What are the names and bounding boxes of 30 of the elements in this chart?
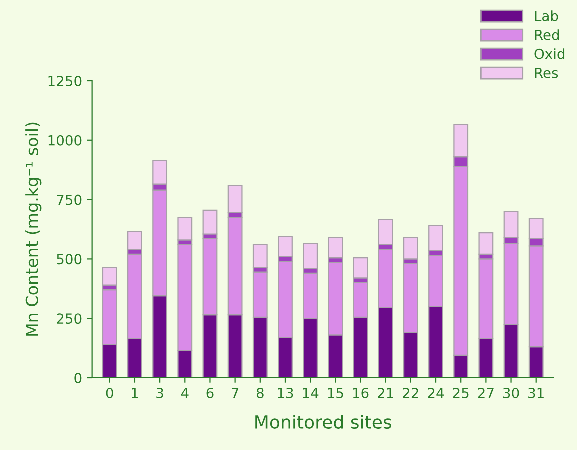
x-tick-label: 1 bbox=[132, 388, 138, 398]
x-tick-label: 7 bbox=[232, 388, 239, 398]
x-tick-label: 8 bbox=[256, 388, 264, 398]
x-axis-title: Monitored sites bbox=[256, 415, 392, 430]
x-tick-label: 30 bbox=[503, 388, 520, 398]
x-tick-label: 16 bbox=[353, 388, 369, 398]
x-tick-label: 24 bbox=[428, 388, 444, 398]
y-tick-label: 1000 bbox=[48, 135, 82, 146]
legend-label: Red bbox=[535, 30, 560, 40]
x-tick-label: 14 bbox=[303, 388, 319, 398]
y-tick-label: 250 bbox=[57, 314, 82, 324]
x-tick-label: 22 bbox=[403, 388, 418, 398]
x-tick-label: 4 bbox=[181, 388, 189, 398]
y-tick-label: 0 bbox=[74, 372, 82, 384]
legend-label: Oxid bbox=[534, 48, 565, 60]
x-tick-label: 6 bbox=[206, 388, 214, 398]
x-tick-label: 15 bbox=[328, 388, 344, 398]
x-tick-label: 0 bbox=[106, 388, 114, 398]
legend-label: Res bbox=[535, 68, 558, 78]
x-tick-label: 31 bbox=[528, 388, 544, 398]
x-tick-label: 27 bbox=[478, 388, 494, 398]
x-tick-label: 21 bbox=[378, 388, 394, 398]
x-tick-label: 25 bbox=[453, 388, 469, 398]
legend-label: Lab bbox=[535, 10, 558, 22]
y-tick-label: 500 bbox=[57, 254, 82, 265]
y-axis-title: Mn Content (mg.kg⁻¹ soil) bbox=[26, 122, 42, 336]
x-tick-label: 3 bbox=[156, 388, 164, 398]
x-tick-label: 13 bbox=[278, 388, 294, 398]
y-tick-label: 750 bbox=[57, 194, 82, 206]
y-tick-label: 1250 bbox=[48, 76, 82, 86]
